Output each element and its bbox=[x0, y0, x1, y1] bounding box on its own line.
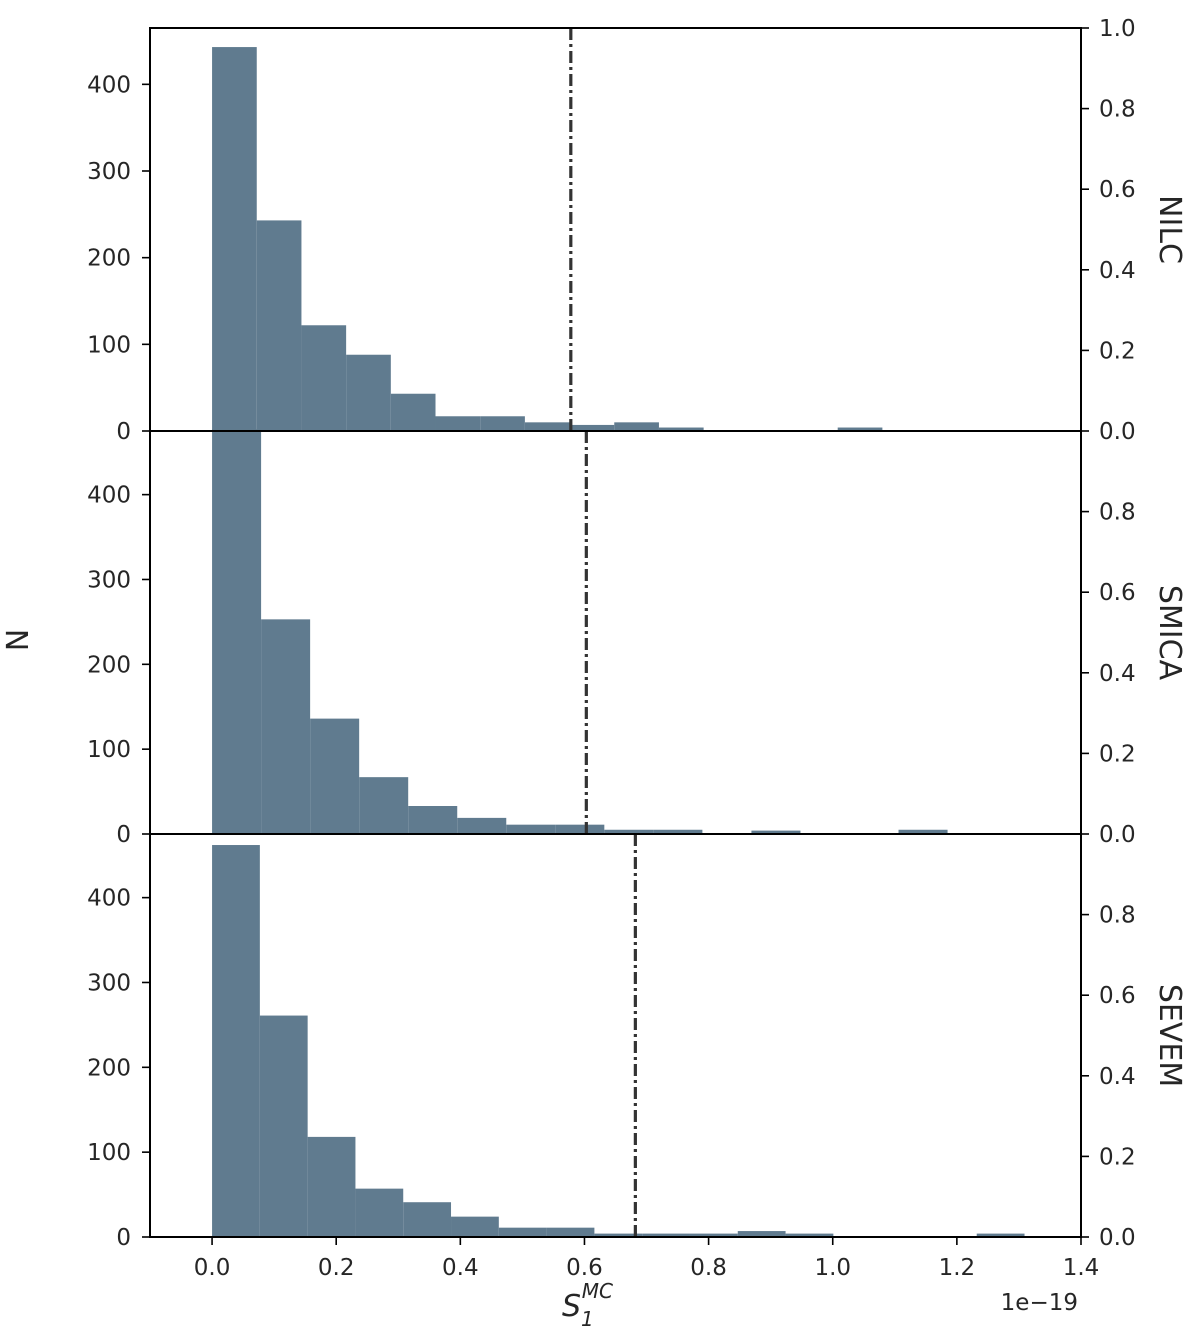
histogram-bar bbox=[403, 1202, 452, 1237]
panel-frame bbox=[149, 833, 1082, 1238]
histogram-bar bbox=[256, 220, 302, 431]
y2-tick-label: 0.8 bbox=[1099, 903, 1136, 929]
histogram-bar bbox=[435, 416, 481, 431]
histogram-bar bbox=[259, 1015, 308, 1237]
histogram-bar bbox=[390, 393, 436, 431]
y2-tick-label: 0.0 bbox=[1099, 419, 1136, 445]
x-axis-label-superscript: MC bbox=[582, 1279, 613, 1303]
y2-tick-label: 0.6 bbox=[1099, 983, 1136, 1009]
x-tick-label: 1.2 bbox=[939, 1255, 976, 1281]
panel-label: SEVEM bbox=[1152, 984, 1187, 1087]
y2-tick-label: 0.8 bbox=[1099, 500, 1136, 526]
x-axis-label: S1 MC bbox=[562, 1279, 613, 1331]
histogram-bar bbox=[359, 777, 409, 834]
histogram-bar bbox=[642, 1233, 690, 1237]
y2-tick-label: 0.6 bbox=[1099, 580, 1136, 606]
histogram-bar bbox=[737, 1231, 786, 1237]
histogram-bar bbox=[408, 806, 458, 834]
histogram-bar bbox=[212, 47, 257, 432]
x-tick-label: 1.0 bbox=[814, 1255, 851, 1281]
y-tick-label: 0 bbox=[116, 419, 131, 445]
histogram-bar bbox=[498, 1227, 547, 1237]
histogram-bar bbox=[212, 845, 260, 1237]
histogram-bar bbox=[346, 354, 391, 431]
x-tick-label: 0.2 bbox=[318, 1255, 355, 1281]
histogram-bar bbox=[658, 427, 704, 431]
histogram-bar bbox=[569, 424, 615, 431]
x-axis-offset-text: 1e−19 bbox=[1001, 1290, 1078, 1316]
x-axis-label-subscript: 1 bbox=[581, 1307, 594, 1331]
y-tick-label: 100 bbox=[87, 737, 131, 763]
histogram-bar bbox=[310, 718, 360, 834]
x-tick-label: 1.4 bbox=[1063, 1255, 1100, 1281]
y2-tick-label: 0.2 bbox=[1099, 741, 1136, 767]
panel-sevem: 0 100 200 300 400 0.0 0.2 0.4 0.6 0.8 SEVEM bbox=[87, 833, 1187, 1251]
histogram-bar bbox=[261, 619, 311, 834]
y-tick-label: 0 bbox=[116, 1225, 131, 1251]
y2-tick-label: 0.4 bbox=[1099, 258, 1136, 284]
histogram-bar bbox=[457, 817, 507, 834]
y-tick-label: 300 bbox=[87, 970, 131, 996]
panel-label: NILC bbox=[1152, 195, 1187, 264]
histogram-bar bbox=[751, 830, 801, 834]
x-tick-label: 0.4 bbox=[442, 1255, 479, 1281]
histogram-bar bbox=[524, 422, 570, 431]
x-tick-label: 0.6 bbox=[566, 1255, 603, 1281]
y2-tick-label: 0.0 bbox=[1099, 822, 1136, 848]
y-tick-label: 400 bbox=[87, 886, 131, 912]
histogram-bar bbox=[480, 416, 525, 431]
histogram-bar bbox=[594, 1233, 643, 1237]
histogram-bar bbox=[307, 1136, 356, 1237]
y2-tick-label: 0.4 bbox=[1099, 661, 1136, 687]
y2-tick-label: 0.2 bbox=[1099, 338, 1136, 364]
y-tick-label: 0 bbox=[116, 822, 131, 848]
histogram-bar bbox=[546, 1227, 595, 1237]
y-tick-label: 100 bbox=[87, 332, 131, 358]
histogram-bar bbox=[555, 824, 605, 834]
histogram-bar bbox=[976, 1233, 1025, 1237]
x-axis-label-main: S bbox=[562, 1289, 581, 1324]
y-tick-label: 400 bbox=[87, 483, 131, 509]
y2-tick-label: 0.8 bbox=[1099, 97, 1136, 123]
y-axis-label: N bbox=[1, 629, 36, 651]
x-tick-label: 0.8 bbox=[690, 1255, 727, 1281]
histogram-bar bbox=[506, 824, 556, 834]
histogram-bar bbox=[837, 427, 883, 431]
y2-tick-label: 0.2 bbox=[1099, 1144, 1136, 1170]
x-tick-label: 0.0 bbox=[194, 1255, 231, 1281]
histogram-bar bbox=[301, 325, 347, 431]
panel-nilc: 0 100 200 300 400 0.0 0.2 0.4 0.6 0.8 1.0 NILC bbox=[87, 16, 1187, 445]
panel-label: SMICA bbox=[1152, 585, 1187, 681]
histogram-bar bbox=[898, 829, 948, 834]
histogram-bar bbox=[689, 1233, 738, 1237]
histogram-bar bbox=[604, 829, 654, 834]
y-tick-label: 200 bbox=[87, 246, 131, 272]
histogram-bar bbox=[212, 429, 262, 834]
y-tick-label: 200 bbox=[87, 652, 131, 678]
y-tick-label: 100 bbox=[87, 1140, 131, 1166]
y-tick-label: 200 bbox=[87, 1055, 131, 1081]
y-tick-label: 300 bbox=[87, 567, 131, 593]
y-tick-label: 400 bbox=[87, 72, 131, 98]
histogram-bar bbox=[451, 1216, 499, 1237]
histogram-bar bbox=[355, 1188, 404, 1237]
histogram-bar bbox=[653, 829, 703, 834]
panels: 0 100 200 300 400 0.0 0.2 0.4 0.6 0.8 1.0 NILC 0 100 2… bbox=[87, 16, 1187, 1251]
histogram-bar bbox=[785, 1233, 834, 1237]
y2-tick-label: 0.0 bbox=[1099, 1225, 1136, 1251]
y-tick-label: 300 bbox=[87, 159, 131, 185]
y2-tick-label: 1.0 bbox=[1099, 16, 1136, 42]
y2-tick-label: 0.6 bbox=[1099, 177, 1136, 203]
histogram-bar bbox=[614, 422, 659, 431]
x-axis: 0.0 0.2 0.4 0.6 0.8 1.0 1.2 1.4 bbox=[194, 1237, 1100, 1281]
panel-smica: 0 100 200 300 400 0.0 0.2 0.4 0.6 0.8 SMICA bbox=[87, 429, 1187, 848]
y2-tick-label: 0.4 bbox=[1099, 1064, 1136, 1090]
